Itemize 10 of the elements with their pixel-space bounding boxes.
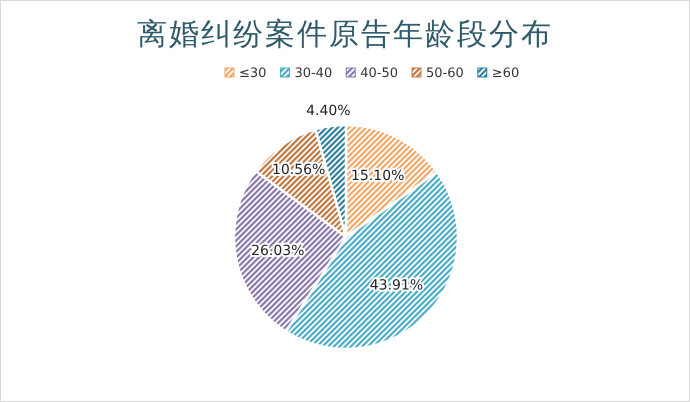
legend-label: ≥60 [492,66,520,81]
chart-title: 离婚纠纷案件原告年龄段分布 [137,17,553,52]
data-label: 4.40% [306,103,351,120]
data-label: 15.10% [351,168,404,184]
data-label: 26.03% [251,242,304,259]
legend-label: 40-50 [360,66,398,81]
legend-label: ≤30 [239,66,266,81]
data-label: 43.91% [370,278,424,294]
legend-label: 50-60 [426,66,464,81]
legend-label: 30-40 [294,66,332,81]
